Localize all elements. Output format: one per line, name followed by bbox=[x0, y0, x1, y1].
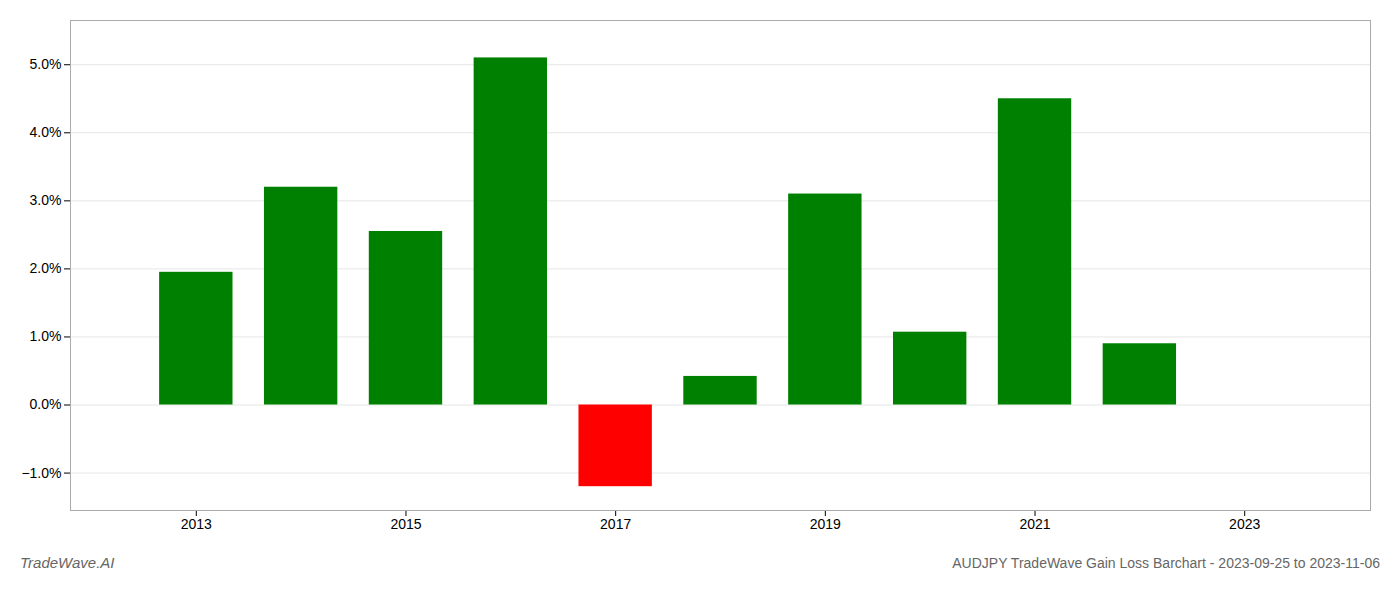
svg-text:2013: 2013 bbox=[181, 516, 212, 532]
svg-text:2019: 2019 bbox=[810, 516, 841, 532]
svg-text:2015: 2015 bbox=[390, 516, 421, 532]
html-text:TradeWave.AI: TradeWave.AI bbox=[20, 554, 115, 571]
svg-text:2.0%: 2.0% bbox=[30, 260, 62, 276]
svg-text:2023: 2023 bbox=[1229, 516, 1260, 532]
svg-text:3.0%: 3.0% bbox=[30, 192, 62, 208]
svg-text:4.0%: 4.0% bbox=[30, 124, 62, 140]
svg-text:−1.0%: −1.0% bbox=[21, 465, 61, 481]
svg-text:2021: 2021 bbox=[1019, 516, 1050, 532]
svg-text:0.0%: 0.0% bbox=[30, 396, 62, 412]
html-text:AUDJPY TradeWave Gain Loss Bar: AUDJPY TradeWave Gain Loss Barchart - 20… bbox=[952, 555, 1380, 571]
svg-text:1.0%: 1.0% bbox=[30, 328, 62, 344]
svg-text:5.0%: 5.0% bbox=[30, 56, 62, 72]
svg-text:2017: 2017 bbox=[600, 516, 631, 532]
